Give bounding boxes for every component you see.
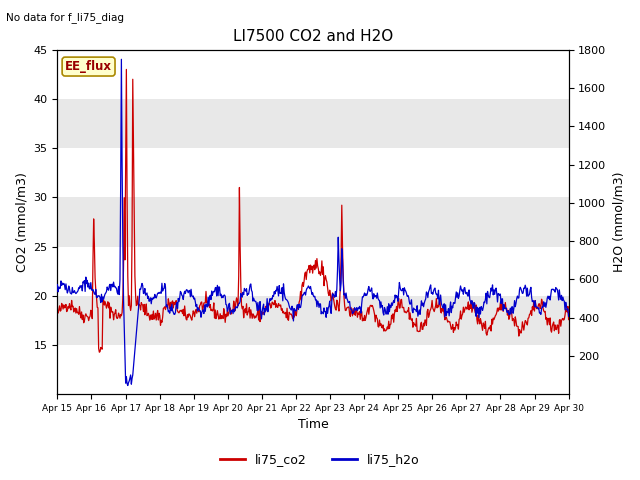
Text: EE_flux: EE_flux <box>65 60 112 73</box>
Bar <box>58 296 568 345</box>
Text: No data for f_li75_diag: No data for f_li75_diag <box>6 12 124 23</box>
Y-axis label: H2O (mmol/m3): H2O (mmol/m3) <box>612 172 625 272</box>
Y-axis label: CO2 (mmol/m3): CO2 (mmol/m3) <box>15 172 28 272</box>
Legend: li75_co2, li75_h2o: li75_co2, li75_h2o <box>215 448 425 471</box>
Title: LI7500 CO2 and H2O: LI7500 CO2 and H2O <box>233 29 393 44</box>
Bar <box>58 99 568 148</box>
Bar <box>58 197 568 247</box>
X-axis label: Time: Time <box>298 419 328 432</box>
